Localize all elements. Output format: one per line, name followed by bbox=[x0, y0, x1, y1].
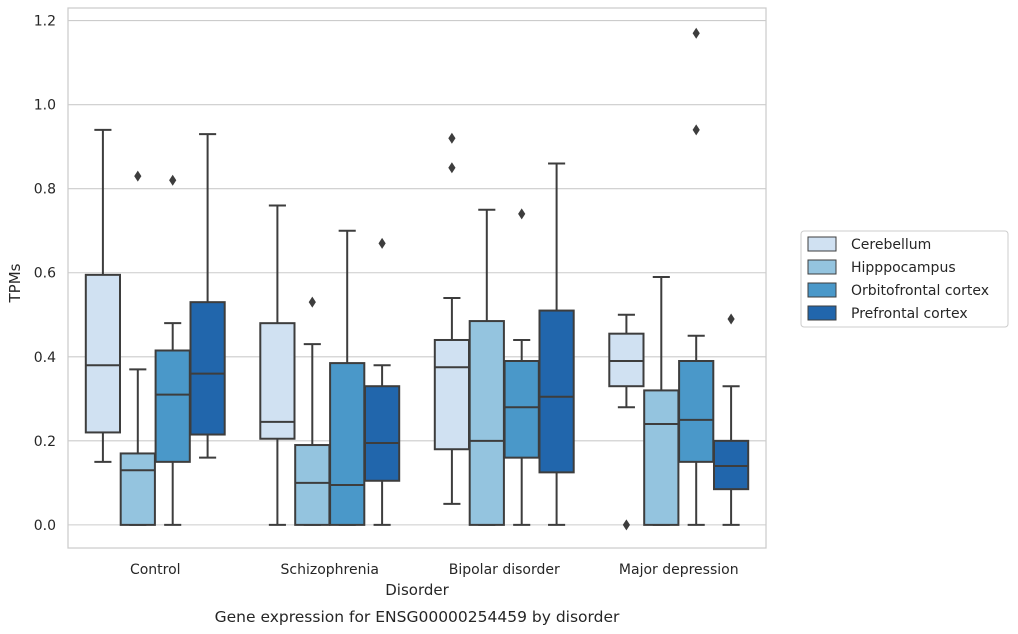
legend-swatch bbox=[807, 259, 837, 275]
box-iqr bbox=[503, 359, 540, 459]
y-axis-label: TPMs bbox=[6, 263, 24, 303]
box-iqr bbox=[329, 362, 366, 526]
box-hipppocampus bbox=[468, 208, 505, 526]
box-hipppocampus bbox=[294, 296, 331, 526]
outlier-point bbox=[692, 27, 700, 39]
box-iqr bbox=[712, 439, 750, 491]
box-iqr bbox=[294, 444, 331, 526]
box-iqr bbox=[678, 359, 715, 463]
legend-entry-label: Orbitofrontal cortex bbox=[851, 283, 989, 299]
box-iqr bbox=[154, 349, 191, 463]
legend-entry-label: Hipppocampus bbox=[851, 260, 956, 276]
legend-frame bbox=[800, 230, 1009, 328]
outlier-point bbox=[727, 313, 735, 325]
box-cerebellum bbox=[608, 313, 645, 531]
y-tick-label: 1.0 bbox=[34, 98, 56, 114]
outlier-point bbox=[448, 162, 456, 174]
legend-entry-label: Cerebellum bbox=[851, 237, 931, 253]
box-iqr bbox=[538, 309, 575, 474]
outlier-point bbox=[448, 132, 456, 144]
outlier-point bbox=[518, 208, 526, 220]
y-tick-label: 0.8 bbox=[34, 182, 56, 198]
box-hipppocampus bbox=[643, 275, 680, 526]
legend-swatch bbox=[807, 282, 837, 298]
y-tick-label: 0.6 bbox=[34, 266, 56, 282]
box-prefrontal-cortex bbox=[189, 133, 226, 459]
box-hipppocampus bbox=[119, 170, 156, 526]
outlier-point bbox=[134, 170, 142, 182]
y-tick-label: 1.2 bbox=[34, 14, 56, 30]
box-iqr bbox=[433, 338, 471, 451]
legend-swatch bbox=[807, 236, 837, 252]
outlier-point bbox=[169, 174, 177, 186]
outlier-point bbox=[692, 124, 700, 136]
box-orbitofrontal-cortex bbox=[154, 174, 191, 526]
x-axis-ticks: Control Schizophrenia Bipolar disorder Majo… bbox=[130, 562, 739, 578]
outlier-point bbox=[378, 237, 386, 249]
legend-swatch bbox=[807, 305, 837, 321]
box-iqr bbox=[259, 322, 296, 440]
x-tick-label: Bipolar disorder bbox=[449, 562, 560, 578]
box-prefrontal-cortex bbox=[712, 313, 750, 526]
box-cerebellum bbox=[433, 132, 471, 505]
outlier-point bbox=[622, 519, 630, 531]
x-tick-label: Control bbox=[130, 562, 181, 578]
plot-frame bbox=[67, 7, 767, 549]
y-tick-label: 0.2 bbox=[34, 434, 56, 450]
box-iqr bbox=[189, 301, 226, 436]
y-tick-label: 0.4 bbox=[34, 350, 56, 366]
box-iqr bbox=[468, 320, 505, 526]
y-tick-label: 0.0 bbox=[34, 518, 56, 534]
box-orbitofrontal-cortex bbox=[503, 208, 540, 526]
box-orbitofrontal-cortex bbox=[329, 229, 366, 526]
outlier-point bbox=[308, 296, 316, 308]
x-tick-label: Schizophrenia bbox=[281, 562, 379, 578]
box-iqr bbox=[363, 385, 401, 482]
box-iqr bbox=[643, 389, 680, 526]
box-prefrontal-cortex bbox=[538, 162, 575, 526]
legend: Cerebellum Hipppocampus Orbitofrontal cort… bbox=[800, 230, 1009, 328]
box-iqr bbox=[608, 332, 645, 388]
box-cerebellum bbox=[84, 128, 122, 463]
chart-caption: Gene expression for ENSG00000254459 by d… bbox=[215, 608, 620, 626]
box-iqr bbox=[119, 452, 156, 526]
box-cerebellum bbox=[259, 204, 296, 526]
box-plots bbox=[84, 27, 750, 531]
box-iqr bbox=[84, 273, 122, 434]
box-orbitofrontal-cortex bbox=[678, 27, 715, 526]
box-prefrontal-cortex bbox=[363, 237, 401, 526]
y-axis-ticks: 0.0 0.2 0.4 0.6 0.8 1.0 1.2 bbox=[34, 14, 56, 534]
x-tick-label: Major depression bbox=[619, 562, 739, 578]
legend-entry-label: Prefrontal cortex bbox=[851, 306, 968, 322]
x-axis-label: Disorder bbox=[385, 581, 449, 599]
